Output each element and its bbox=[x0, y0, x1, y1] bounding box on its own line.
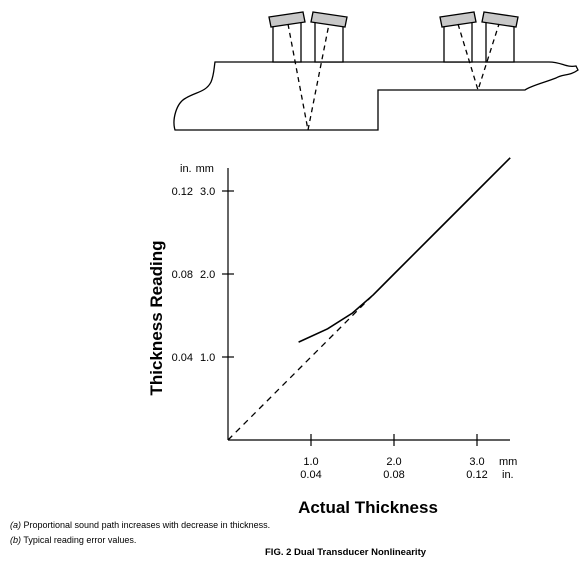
x-ticks: 1.00.04 2.00.08 3.00.12 bbox=[300, 434, 488, 481]
y-ticks: 0.12 3.0 0.08 2.0 0.04 1.0 bbox=[172, 186, 234, 364]
figure-caption: FIG. 2 Dual Transducer Nonlinearity bbox=[265, 547, 427, 558]
transducer-left-element bbox=[272, 19, 302, 63]
series-dashed-line bbox=[227, 295, 373, 441]
x-tick-label-in: 0.12 bbox=[466, 469, 487, 481]
y-tick-label-in: 0.04 bbox=[172, 352, 193, 364]
y-unit-in: in. bbox=[180, 163, 192, 175]
x-unit-mm: mm bbox=[499, 456, 517, 468]
x-unit-in: in. bbox=[502, 469, 514, 481]
x-tick-label-mm: 2.0 bbox=[386, 456, 401, 468]
sound-path-thin bbox=[457, 23, 500, 93]
y-tick-label-mm: 2.0 bbox=[200, 269, 215, 281]
series-group bbox=[227, 157, 511, 441]
transducer-right-shoe bbox=[310, 11, 348, 28]
note-a-label: (a) bbox=[10, 520, 21, 530]
y-tick-label-in: 0.12 bbox=[172, 186, 193, 198]
transducer-left-shoe bbox=[268, 11, 306, 28]
note-a-text: Proportional sound path increases with d… bbox=[23, 520, 271, 530]
transducer-right-shoe bbox=[481, 11, 519, 28]
note-b-label: (b) bbox=[10, 535, 21, 545]
y-tick-label-mm: 3.0 bbox=[200, 186, 215, 198]
test-block-outline bbox=[173, 61, 579, 131]
y-unit-mm: mm bbox=[196, 163, 214, 175]
y-unit-header: in. mm bbox=[180, 163, 214, 175]
x-tick-label-mm: 1.0 bbox=[303, 456, 318, 468]
x-tick-label-mm: 3.0 bbox=[469, 456, 484, 468]
y-tick-label-mm: 1.0 bbox=[200, 352, 215, 364]
note-b: (b) Typical reading error values. bbox=[10, 535, 136, 545]
transducer-left-element bbox=[443, 19, 473, 63]
note-a: (a) Proportional sound path increases wi… bbox=[10, 520, 270, 530]
transducer-right-element bbox=[485, 19, 515, 63]
transducer-right-element bbox=[314, 19, 344, 63]
transducer-pair-thin bbox=[439, 11, 519, 93]
y-axis-label: Thickness Reading bbox=[147, 241, 166, 396]
x-axis-label: Actual Thickness bbox=[298, 498, 438, 517]
note-b-text: Typical reading error values. bbox=[23, 535, 137, 545]
transducer-left-shoe bbox=[439, 11, 477, 28]
x-tick-label-in: 0.08 bbox=[383, 469, 404, 481]
test-block-diagram bbox=[173, 61, 579, 131]
series-solid-line bbox=[298, 157, 511, 343]
y-tick-label-in: 0.08 bbox=[172, 269, 193, 281]
x-tick-label-in: 0.04 bbox=[300, 469, 321, 481]
chart: in. mm 0.12 3.00.08 2.00.04 1.0 1.00.042.00.… bbox=[147, 157, 517, 517]
transducer-pair-thick bbox=[268, 11, 348, 131]
